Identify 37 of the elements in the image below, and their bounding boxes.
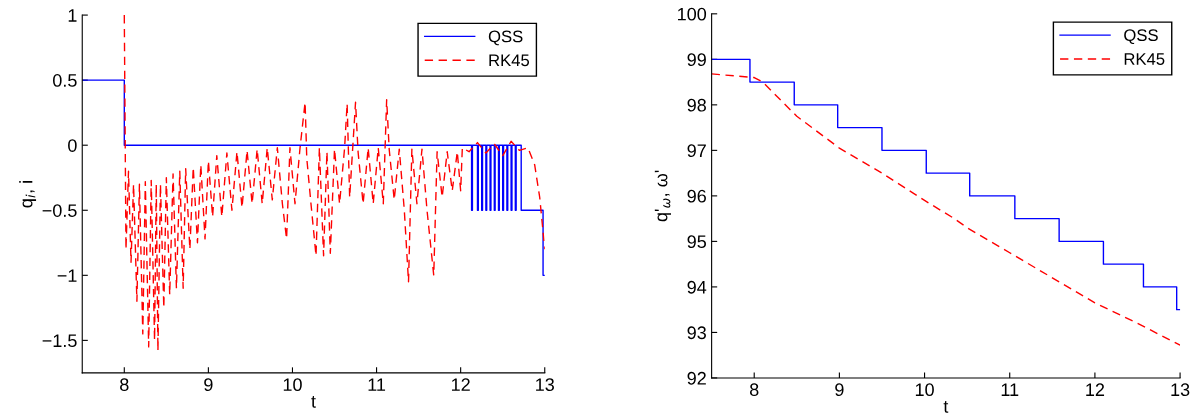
x-axis-title: t: [943, 401, 949, 413]
x-tick-label: 12: [1086, 383, 1105, 396]
x-tick-label: 8: [120, 378, 129, 392]
x-axis-title: t: [311, 396, 316, 408]
legend-label: QSS: [488, 30, 523, 46]
x-tick-label: 13: [536, 378, 554, 392]
y-tick-label: 99: [687, 53, 706, 67]
x-tick-label: 9: [835, 383, 844, 397]
legend-label: QSS: [1124, 29, 1158, 45]
y-tick-label: 97: [687, 144, 706, 158]
y-tick-label: 93: [687, 326, 706, 340]
y-tick-label: 95: [687, 235, 707, 249]
legend-label: RK45: [489, 54, 530, 67]
x-tick-label: 8: [749, 383, 759, 397]
x-tick-label: 11: [368, 378, 386, 391]
line-series: [711, 73, 1181, 346]
x-tick-label: 12: [451, 378, 470, 391]
x-tick-label: 13: [1171, 383, 1190, 397]
y-axis-title: q'$_{ω}$, ω': [654, 170, 671, 222]
x-tick-label: 9: [204, 378, 213, 392]
x-tick-label: 10: [283, 378, 302, 392]
y-tick-label: 98: [687, 98, 706, 112]
y-tick-label: −1: [57, 269, 77, 282]
y-axis-title: q$_{i}$, i: [19, 181, 37, 208]
line-series: [123, 15, 545, 352]
y-tick-label: 0: [68, 139, 77, 152]
y-tick-label: 1: [68, 9, 77, 22]
y-tick-label: 94: [687, 280, 707, 294]
x-tick-label: 11: [1001, 383, 1019, 396]
y-tick-label: 92: [687, 371, 706, 385]
y-tick-label: 0.5: [52, 74, 77, 87]
x-tick-label: 10: [915, 383, 934, 397]
legend-label: RK45: [1124, 53, 1165, 65]
y-tick-label: −1.5: [42, 334, 77, 348]
y-tick-label: 100: [678, 7, 707, 21]
y-tick-label: 96: [687, 189, 706, 203]
y-tick-label: −0.5: [42, 204, 77, 217]
